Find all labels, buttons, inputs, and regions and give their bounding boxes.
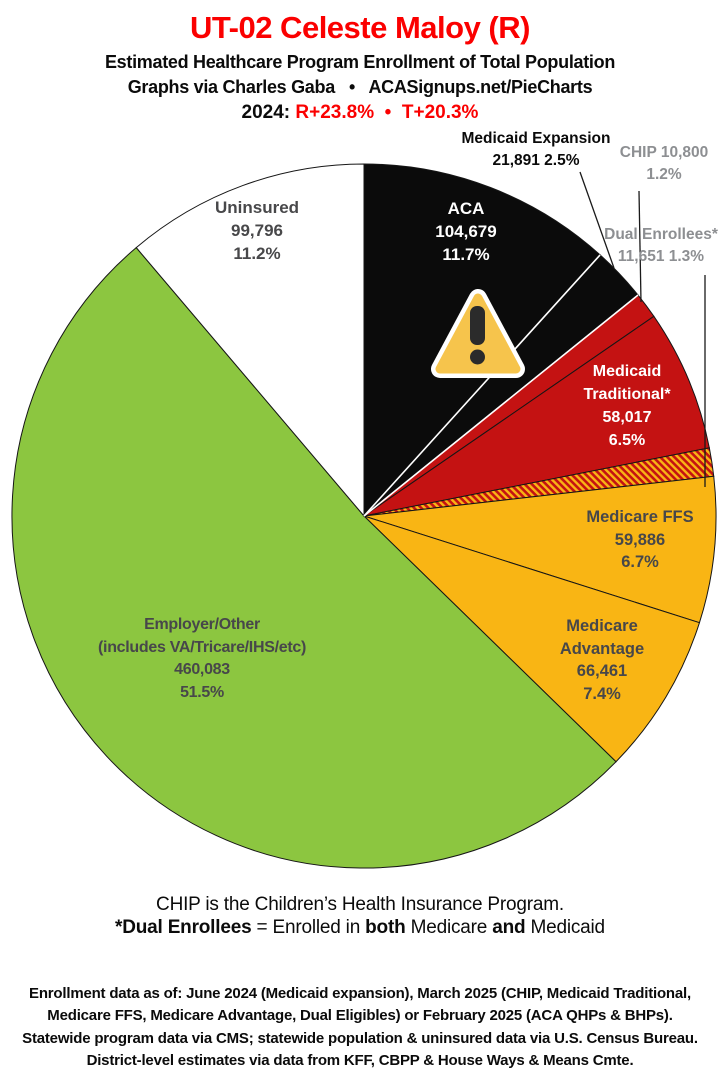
pie-slice-medicare-advantage: [363, 515, 701, 763]
subtitle-line-1: Estimated Healthcare Program Enrollment …: [104, 52, 616, 72]
slice-label-line: Advantage: [559, 639, 645, 658]
slice-separator-line: [363, 254, 601, 517]
slice-label-line: Uninsured: [214, 198, 300, 217]
slice-label-line: 7.4%: [583, 684, 621, 703]
warning-exclamation-bar: [470, 306, 485, 345]
slice-label-line: Medicaid Expansion: [461, 130, 611, 147]
page-title: UT-02 Celeste Maloy (R): [190, 10, 530, 45]
slice-label-aca: ACA 104,679 11.7%: [386, 197, 546, 266]
note-bold: both: [365, 917, 406, 938]
slice-label-line: Medicare FFS: [586, 508, 694, 526]
slice-label-line: 6.5%: [608, 432, 646, 449]
note-text: Medicare: [405, 917, 493, 938]
footnote-line: Statewide program data via CMS; statewid…: [22, 1029, 698, 1047]
slice-label-line: 99,796: [231, 221, 283, 240]
note-text: Medicaid: [525, 917, 605, 938]
leader-line-chip: [638, 190, 642, 303]
slice-label-employer-other: Employer/Other (includes VA/Tricare/IHS/…: [52, 614, 352, 704]
slice-label-line: CHIP 10,800: [619, 144, 709, 161]
warning-icon: [431, 289, 525, 378]
subtitle-margins: R+23.8% • T+20.3%: [295, 102, 479, 123]
note-text: = Enrolled in: [251, 917, 366, 938]
subtitle-line-2: Graphs via Charles Gaba • ACASignups.net…: [127, 77, 593, 97]
chip-definition-note: CHIP is the Children’s Health Insurance …: [156, 894, 564, 915]
slice-label-dual-enrollees: Dual Enrollees* 11,651 1.3%: [586, 224, 720, 268]
slice-label-line: (includes VA/Tricare/IHS/etc): [98, 638, 306, 656]
slice-label-line: Employer/Other: [144, 616, 260, 633]
footnote-line: Enrollment data as of: June 2024 (Medica…: [29, 985, 691, 1002]
note-bold: and: [492, 917, 526, 938]
slice-label-line: Dual Enrollees*: [604, 226, 718, 243]
leader-lines: [579, 171, 706, 487]
pie-slice-medicaid-traditional: [363, 315, 710, 517]
footnote-line: District-level estimates via data from K…: [86, 1052, 634, 1070]
slice-label-line: Traditional*: [583, 386, 671, 403]
slice-label-line: 21,891 2.5%: [492, 152, 580, 169]
slice-label-line: 66,461: [576, 662, 628, 680]
slice-label-line: 59,886: [614, 530, 666, 549]
slice-label-line: 11.7%: [442, 245, 490, 264]
slice-label-line: 51.5%: [180, 683, 224, 701]
slice-label-line: 1.2%: [646, 166, 682, 183]
slice-label-line: Medicare: [566, 617, 638, 635]
slice-label-line: 11.2%: [233, 244, 281, 263]
data-sources-footnote: Enrollment data as of: June 2024 (Medica…: [0, 983, 720, 1070]
slice-label-line: ACA: [447, 199, 485, 218]
slice-label-line: 58,017: [602, 409, 652, 426]
slice-label-uninsured: Uninsured 99,796 11.2%: [157, 196, 357, 265]
warning-exclamation-dot: [470, 349, 485, 365]
slice-label-medicaid-expansion: Medicaid Expansion 21,891 2.5%: [436, 128, 636, 172]
pie-slice-medicare-ffs: [363, 475, 717, 624]
slice-label-medicaid-traditional: Medicaid Traditional* 58,017 6.5%: [547, 360, 707, 452]
slice-label-chip: CHIP 10,800 1.2%: [594, 142, 720, 186]
dual-enrollees-definition-note: *Dual Enrollees = Enrolled in both Medic…: [0, 917, 720, 939]
slice-label-line: 460,083: [174, 661, 230, 678]
slice-separator-line: [363, 294, 639, 517]
slice-label-line: 104,679: [435, 222, 497, 241]
slice-label-medicare-advantage: Medicare Advantage 66,461 7.4%: [517, 615, 687, 705]
pie-slice-uninsured: [135, 163, 365, 518]
note-bold: *Dual Enrollees: [115, 917, 252, 938]
slice-label-medicare-ffs: Medicare FFS 59,886 6.7%: [555, 506, 720, 574]
slice-label-line: Medicaid: [592, 363, 662, 380]
subtitle-year: 2024:: [241, 102, 296, 123]
pie-slice-separators: [363, 254, 639, 517]
leader-line-medicaid-expansion: [579, 171, 615, 269]
subtitle-line-3: 2024: R+23.8% • T+20.3%: [0, 102, 720, 124]
pie-slice-employer-other: [11, 246, 617, 869]
footnote-line: Medicare FFS, Medicare Advantage, Dual E…: [47, 1007, 673, 1025]
slice-label-line: 6.7%: [621, 553, 659, 571]
slice-label-line: 11,651 1.3%: [617, 248, 705, 265]
